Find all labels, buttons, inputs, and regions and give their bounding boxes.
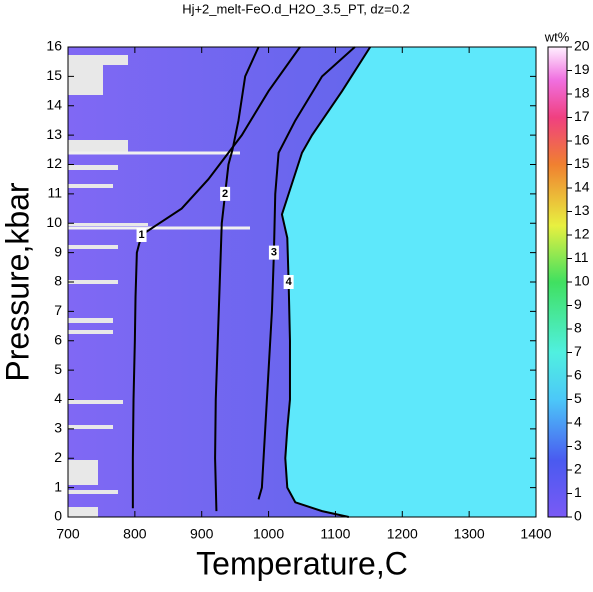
y-tick-label: 5	[54, 361, 62, 377]
contour-label-box	[220, 186, 231, 201]
x-tick-label: 1400	[520, 526, 551, 542]
colorbar-tick-label: 13	[574, 202, 590, 218]
x-tick-label: 1200	[387, 526, 418, 542]
contour-label: 4	[286, 276, 293, 288]
contour-line	[214, 46, 260, 512]
y-tick-label: 11	[47, 185, 62, 201]
colorbar-tick-label: 9	[574, 296, 582, 312]
chart-title: Hj+2_melt-FeO.d_H2O_3.5_PT, dz=0.2	[182, 1, 410, 16]
colorbar-tick-label: 2	[574, 461, 582, 477]
colorbar-tick-label: 8	[574, 320, 582, 336]
gap-lines	[68, 151, 250, 230]
x-tick-label: 700	[56, 526, 80, 542]
y-axis-label: Pressure,kbar	[0, 182, 35, 382]
colorbar-tick-label: 15	[574, 155, 590, 171]
y-tick-label: 4	[54, 390, 62, 406]
data-gaps	[68, 55, 148, 517]
y-tick-label: 14	[46, 96, 62, 112]
colorbar-tick-label: 6	[574, 367, 582, 383]
y-tick-label: 7	[54, 302, 62, 318]
x-tick-label: 1100	[320, 526, 350, 542]
y-tick-label: 10	[46, 214, 62, 230]
colorbar-tick-label: 3	[574, 437, 582, 453]
region-fill	[281, 47, 536, 517]
contour-label-box	[136, 228, 147, 242]
y-tick-label: 8	[54, 273, 62, 289]
y-tick-label: 16	[46, 38, 62, 54]
colorbar-label: wt%	[544, 29, 570, 44]
y-tick-label: 9	[54, 243, 62, 259]
y-tick-label: 6	[54, 331, 62, 347]
x-tick-label: 1300	[454, 526, 485, 542]
y-tick-label: 0	[54, 508, 62, 524]
x-tick-label: 1000	[253, 526, 284, 542]
colorbar-tick-label: 7	[574, 343, 582, 359]
y-tick-label: 15	[46, 67, 62, 83]
contour-line	[280, 46, 372, 518]
colorbar-tick-label: 14	[574, 179, 590, 195]
x-tick-label: 900	[190, 526, 214, 542]
colorbar-tick-label: 1	[574, 484, 582, 500]
colorbar-tick-label: 10	[574, 273, 590, 289]
y-tick-label: 13	[46, 126, 62, 142]
y-tick-label: 12	[46, 155, 62, 171]
contour-label: 1	[138, 229, 144, 241]
colorbar-tick-label: 17	[574, 108, 590, 124]
colorbar-tick-label: 0	[574, 508, 582, 524]
x-axis-label: Temperature,C	[196, 545, 408, 581]
colorbar-tick-label: 20	[574, 38, 590, 54]
contour-label: 2	[222, 188, 228, 200]
colorbar-tick-label: 18	[574, 85, 590, 101]
y-tick-label: 2	[54, 449, 62, 465]
colorbar-tick-label: 16	[574, 132, 590, 148]
y-tick-label: 1	[54, 478, 62, 494]
colorbar-tick-label: 4	[574, 414, 582, 430]
colorbar-tick-label: 12	[574, 226, 590, 242]
contour-label: 3	[271, 247, 277, 259]
x-tick-label: 800	[123, 526, 147, 542]
colorbar	[547, 46, 568, 518]
y-tick-label: 3	[54, 420, 62, 436]
colorbar-tick-label: 5	[574, 390, 582, 406]
contour-label-box	[283, 275, 294, 289]
contour-label-box	[268, 245, 279, 260]
colorbar-tick-label: 11	[574, 249, 589, 265]
colorbar-tick-label: 19	[574, 61, 590, 77]
